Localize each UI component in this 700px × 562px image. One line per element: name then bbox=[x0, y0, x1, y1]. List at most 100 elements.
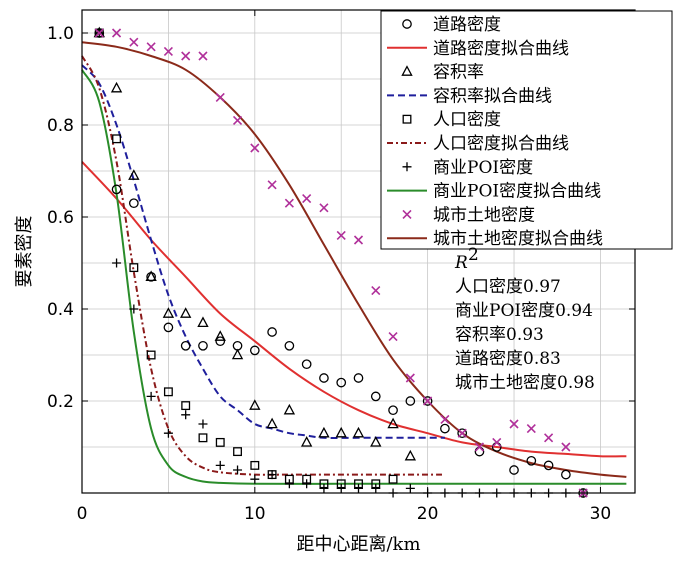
data-point bbox=[474, 446, 485, 457]
r2-entry: 商业POI密度0.94 bbox=[455, 301, 593, 321]
data-point bbox=[457, 428, 468, 439]
legend-label: 容积率拟合曲线 bbox=[433, 86, 552, 106]
data-point bbox=[352, 426, 365, 438]
data-point bbox=[543, 460, 554, 471]
data-point bbox=[474, 442, 485, 452]
data-point bbox=[336, 230, 346, 240]
data-point bbox=[371, 483, 381, 493]
data-point bbox=[267, 327, 277, 337]
data-point bbox=[302, 194, 312, 204]
data-point bbox=[423, 396, 433, 406]
y-tick-label: 0.2 bbox=[47, 392, 74, 412]
data-point bbox=[388, 405, 398, 416]
plot-frame bbox=[81, 9, 636, 494]
y-axis-title: 要素密度 bbox=[14, 216, 35, 288]
data-point bbox=[180, 307, 192, 318]
legend-label: 商业POI密度拟合曲线 bbox=[433, 182, 601, 202]
data-point bbox=[112, 134, 122, 144]
data-point bbox=[354, 483, 363, 493]
legend: 道路密度道路密度拟合曲线容积率容积率拟合曲线人口密度人口密度拟合曲线商业POI密… bbox=[380, 10, 673, 250]
data-point bbox=[561, 442, 571, 452]
data-point bbox=[146, 350, 156, 360]
data-point bbox=[440, 414, 450, 424]
data-point bbox=[335, 426, 347, 438]
legend-label: 人口密度 bbox=[433, 110, 501, 130]
legend-marker bbox=[402, 114, 412, 124]
r2-title-sup: 2 bbox=[468, 245, 479, 265]
data-point bbox=[267, 180, 277, 190]
data-point bbox=[440, 423, 450, 434]
data-point bbox=[370, 436, 382, 447]
data-point bbox=[111, 28, 122, 38]
data-point bbox=[336, 483, 346, 493]
data-point bbox=[128, 198, 139, 209]
legend-label: 城市土地密度 bbox=[433, 205, 535, 225]
data-point bbox=[319, 203, 329, 213]
data-point bbox=[405, 373, 415, 383]
legend-label: 容积率 bbox=[433, 63, 484, 83]
data-point bbox=[370, 391, 381, 402]
legend-marker bbox=[402, 19, 412, 29]
r2-entry: 人口密度0.97 bbox=[455, 277, 561, 297]
fit-curve bbox=[81, 161, 627, 458]
data-point bbox=[110, 81, 123, 93]
legend-label: 道路密度拟合曲线 bbox=[433, 39, 569, 59]
data-point bbox=[215, 92, 225, 102]
data-point bbox=[336, 377, 347, 388]
data-point bbox=[181, 401, 191, 411]
data-point bbox=[388, 474, 398, 484]
fit-curve bbox=[81, 69, 627, 485]
data-point bbox=[387, 417, 399, 429]
data-point bbox=[128, 169, 140, 180]
data-point bbox=[302, 479, 312, 489]
legend-marker bbox=[402, 162, 412, 172]
data-point bbox=[284, 340, 295, 351]
data-point bbox=[198, 340, 208, 351]
data-point bbox=[422, 396, 433, 406]
data-point bbox=[267, 470, 277, 480]
legend-marker bbox=[401, 65, 413, 76]
data-point bbox=[319, 483, 329, 493]
data-point bbox=[163, 322, 174, 333]
data-point bbox=[266, 417, 278, 429]
data-point bbox=[249, 345, 260, 356]
data-point bbox=[561, 469, 571, 480]
data-point bbox=[233, 465, 243, 475]
data-point bbox=[371, 286, 381, 296]
data-point bbox=[404, 449, 417, 461]
data-point bbox=[145, 270, 157, 282]
data-point bbox=[215, 460, 225, 470]
r2-entry: 城市土地密度0.98 bbox=[455, 373, 595, 393]
data-point bbox=[197, 316, 209, 328]
x-tick-label: 0 bbox=[77, 504, 88, 524]
data-point bbox=[388, 332, 398, 342]
scatter-points bbox=[93, 26, 589, 498]
legend-label: 道路密度 bbox=[433, 15, 501, 35]
legend-label: 城市土地密度拟合曲线 bbox=[433, 229, 603, 249]
x-axis-title: 距中心距离/km bbox=[296, 534, 420, 555]
data-point bbox=[162, 307, 175, 318]
data-point bbox=[457, 428, 467, 438]
data-point bbox=[94, 28, 104, 38]
data-point bbox=[129, 37, 139, 47]
data-point bbox=[250, 474, 260, 484]
data-point bbox=[284, 479, 294, 489]
data-point bbox=[250, 143, 260, 153]
data-point bbox=[319, 373, 329, 383]
data-point bbox=[181, 410, 191, 420]
data-point bbox=[405, 396, 416, 406]
data-point bbox=[492, 437, 502, 447]
data-point bbox=[146, 42, 156, 52]
axis-ticks: 0 10 20 30 0.2 0.4 0.6 0.8 1.0 bbox=[47, 10, 635, 524]
fit-curve bbox=[81, 64, 445, 439]
r2-annotation: R 2 人口密度0.97 商业POI密度0.94 容积率0.93 道路密度0.83 城市土地… bbox=[454, 245, 595, 393]
r2-entry: 道路密度0.83 bbox=[455, 349, 561, 369]
data-point bbox=[300, 436, 313, 447]
data-point bbox=[180, 340, 191, 351]
data-point bbox=[231, 348, 244, 360]
data-point bbox=[198, 419, 208, 429]
legend-label: 人口密度拟合曲线 bbox=[433, 134, 569, 154]
data-point bbox=[129, 304, 139, 314]
data-point bbox=[544, 433, 554, 443]
